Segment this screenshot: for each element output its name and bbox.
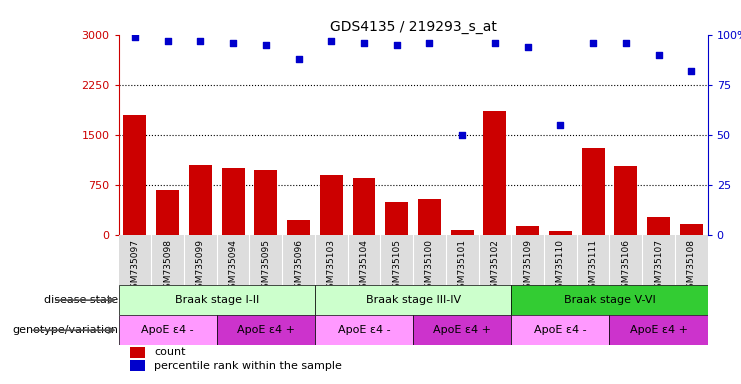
Text: GSM735104: GSM735104 xyxy=(359,239,368,294)
Bar xyxy=(216,315,315,345)
Text: GSM735096: GSM735096 xyxy=(294,239,303,294)
Bar xyxy=(582,148,605,235)
Text: GSM735095: GSM735095 xyxy=(262,239,270,294)
Point xyxy=(162,38,173,44)
Point xyxy=(522,43,534,50)
Bar xyxy=(516,226,539,235)
Point xyxy=(358,40,370,46)
Bar xyxy=(119,315,216,345)
Bar xyxy=(511,285,708,315)
Point xyxy=(424,40,436,46)
Text: ApoE ε4 -: ApoE ε4 - xyxy=(338,325,391,335)
Text: GSM735106: GSM735106 xyxy=(622,239,631,294)
Bar xyxy=(254,170,277,235)
Text: GSM735094: GSM735094 xyxy=(229,239,238,294)
Point xyxy=(685,68,697,74)
Bar xyxy=(413,315,511,345)
Point xyxy=(587,40,599,46)
Bar xyxy=(385,202,408,235)
Text: disease state: disease state xyxy=(44,295,119,305)
Bar xyxy=(511,315,609,345)
Point xyxy=(129,33,141,40)
Text: GSM735107: GSM735107 xyxy=(654,239,663,294)
Text: ApoE ε4 +: ApoE ε4 + xyxy=(630,325,688,335)
Bar xyxy=(287,220,310,235)
Text: ApoE ε4 -: ApoE ε4 - xyxy=(534,325,587,335)
Text: Braak stage III-IV: Braak stage III-IV xyxy=(365,295,461,305)
Point xyxy=(653,51,665,58)
Bar xyxy=(315,285,511,315)
Text: GSM735098: GSM735098 xyxy=(163,239,172,294)
Text: GSM735108: GSM735108 xyxy=(687,239,696,294)
Bar xyxy=(418,199,441,235)
Bar xyxy=(320,175,343,235)
Text: GSM735097: GSM735097 xyxy=(130,239,139,294)
Bar xyxy=(614,166,637,235)
Text: GSM735099: GSM735099 xyxy=(196,239,205,294)
Bar xyxy=(119,285,315,315)
Text: GSM735110: GSM735110 xyxy=(556,239,565,294)
Point xyxy=(227,40,239,46)
Text: percentile rank within the sample: percentile rank within the sample xyxy=(154,361,342,371)
Bar xyxy=(124,115,147,235)
Bar xyxy=(130,360,145,371)
Text: GSM735105: GSM735105 xyxy=(392,239,401,294)
Point xyxy=(554,122,566,128)
Bar xyxy=(609,315,708,345)
Bar xyxy=(156,190,179,235)
Bar xyxy=(222,168,245,235)
Bar xyxy=(647,217,670,235)
Bar xyxy=(130,347,145,358)
Title: GDS4135 / 219293_s_at: GDS4135 / 219293_s_at xyxy=(330,20,496,33)
Point xyxy=(620,40,632,46)
Bar xyxy=(189,165,212,235)
Bar xyxy=(451,230,473,235)
Text: genotype/variation: genotype/variation xyxy=(13,325,119,335)
Point xyxy=(456,132,468,138)
Text: Braak stage I-II: Braak stage I-II xyxy=(175,295,259,305)
Point xyxy=(391,41,402,48)
Point xyxy=(325,38,337,44)
Text: ApoE ε4 +: ApoE ε4 + xyxy=(433,325,491,335)
Text: GSM735102: GSM735102 xyxy=(491,239,499,294)
Point xyxy=(194,38,206,44)
Bar xyxy=(549,231,572,235)
Text: ApoE ε4 -: ApoE ε4 - xyxy=(142,325,194,335)
Point xyxy=(293,56,305,62)
Text: GSM735101: GSM735101 xyxy=(458,239,467,294)
Bar xyxy=(315,315,413,345)
Bar xyxy=(679,224,702,235)
Text: count: count xyxy=(154,347,185,357)
Text: GSM735100: GSM735100 xyxy=(425,239,434,294)
Text: GSM735103: GSM735103 xyxy=(327,239,336,294)
Bar xyxy=(483,111,506,235)
Text: GSM735111: GSM735111 xyxy=(588,239,597,294)
Point xyxy=(260,41,272,48)
Text: Braak stage V-VI: Braak stage V-VI xyxy=(564,295,655,305)
Text: ApoE ε4 +: ApoE ε4 + xyxy=(237,325,295,335)
Point xyxy=(489,40,501,46)
Bar xyxy=(353,178,376,235)
Text: GSM735109: GSM735109 xyxy=(523,239,532,294)
